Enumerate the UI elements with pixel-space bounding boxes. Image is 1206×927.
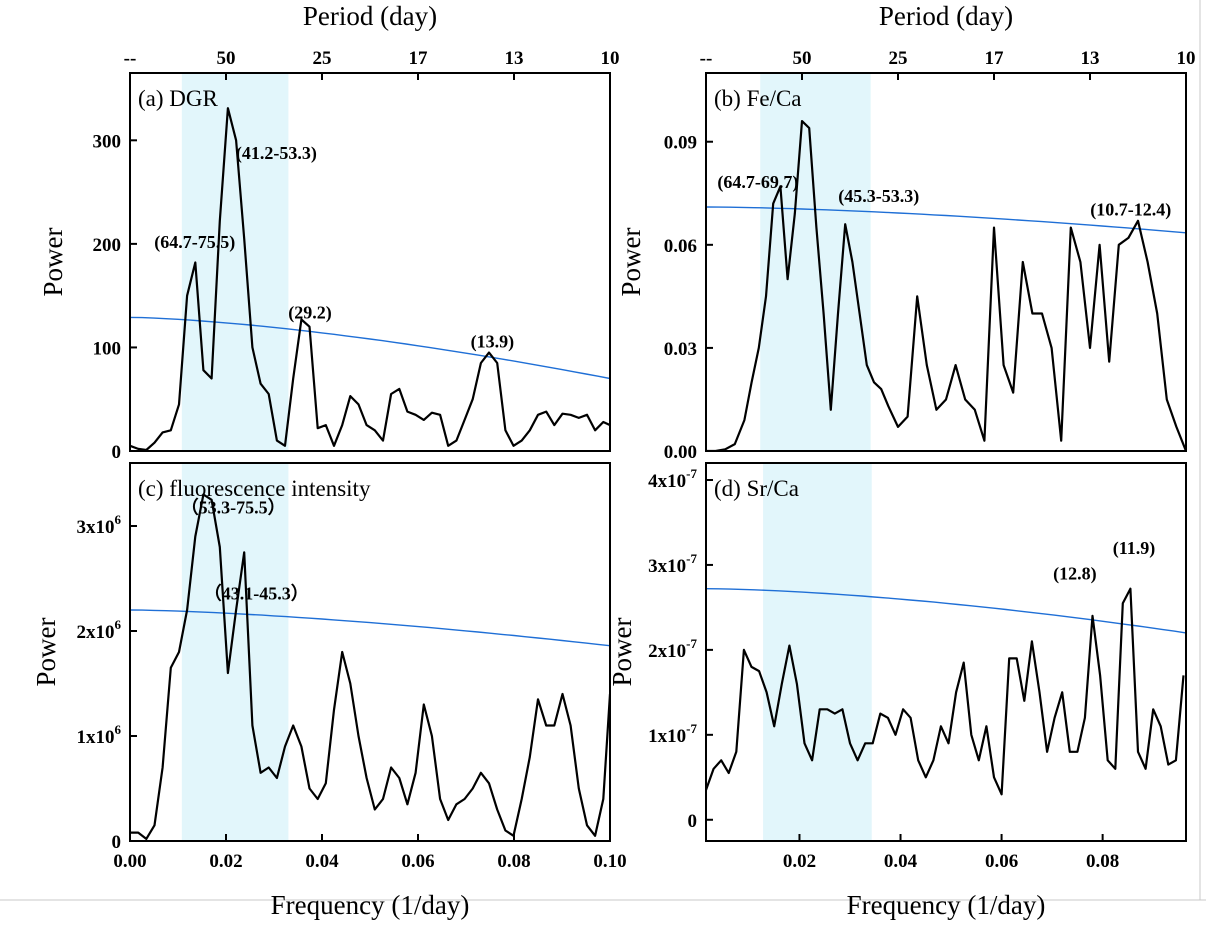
panel-b: 0.00 0.03 0.06 0.09 -- 50 25 17 13 10 Period (day)… (616, 1, 1196, 463)
panel-label: (c) fluorescence intensity (138, 476, 371, 501)
y-tick-label: 0 (112, 442, 122, 463)
period-tick-label: -- (124, 48, 137, 69)
panel-label: (a) DGR (138, 86, 218, 111)
period-tick-label: 25 (889, 48, 908, 69)
y-tick-label: 0.06 (664, 236, 697, 257)
x-tick-label: 0.04 (884, 851, 918, 872)
y-tick-label: 3x106 (77, 512, 122, 538)
significance-line (130, 316, 610, 380)
y-tick-label: 0.03 (664, 339, 697, 360)
top-axis-title: Period (day) (303, 1, 437, 31)
y-tick-label: 100 (93, 338, 122, 359)
panel-c: 0 1x106 2x106 3x106 0.00 0.02 0.04 0.06 0.08 0.10… (31, 462, 627, 920)
period-tick-label: 17 (985, 48, 1005, 69)
y-axis-title: Power (31, 618, 61, 687)
x-tick-label: 0.08 (497, 851, 530, 872)
x-tick-label: 0.04 (305, 851, 339, 872)
plot-frame (129, 72, 611, 452)
y-tick-label: 1x106 (77, 722, 122, 748)
x-tick-label: 0.08 (1086, 851, 1119, 872)
x-axis-title: Frequency (1/day) (271, 890, 470, 920)
x-tick-label: 0.02 (783, 851, 816, 872)
peak-annotation: (64.7-69.7) (717, 172, 798, 193)
y-tick-label: 0.00 (664, 442, 697, 463)
significance-line (706, 206, 1186, 234)
y-tick-label: 0 (112, 832, 122, 853)
top-axis-title: Period (day) (879, 1, 1013, 31)
peak-annotation: （43.1-45.3） (204, 584, 309, 604)
power-series-line (130, 493, 610, 841)
x-tick-label: 0.06 (401, 851, 434, 872)
y-tick-label: 3x10-7 (648, 551, 697, 577)
peak-annotation: (11.9) (1113, 538, 1156, 559)
significance-line (706, 588, 1186, 634)
x-tick-label: 0.10 (593, 851, 626, 872)
highlight-band (181, 73, 289, 451)
period-tick-label: 17 (409, 48, 429, 69)
plot-frame (705, 72, 1187, 452)
significance-line (130, 609, 610, 647)
x-tick-label: 0.06 (985, 851, 1018, 872)
y-tick-label: 0 (688, 811, 698, 832)
y-tick-label: 300 (93, 131, 122, 152)
peak-annotation: (12.8) (1053, 563, 1097, 584)
period-tick-label: 10 (601, 48, 620, 69)
period-tick-label: 50 (793, 48, 812, 69)
period-tick-label: 13 (1081, 48, 1100, 69)
y-tick-label: 0.09 (664, 133, 697, 154)
y-tick-label: 2x106 (77, 617, 122, 643)
x-axis-title: Frequency (1/day) (847, 890, 1046, 920)
period-tick-label: 25 (313, 48, 332, 69)
x-tick-label: 0.02 (209, 851, 242, 872)
peak-annotation: (10.7-12.4) (1090, 200, 1171, 221)
period-tick-label: 13 (505, 48, 524, 69)
power-series-line (130, 107, 610, 451)
x-tick-label: 0.00 (113, 851, 146, 872)
y-axis-title: Power (607, 618, 637, 687)
highlight-band (763, 463, 872, 841)
peak-annotation: (41.2-53.3) (236, 143, 317, 164)
y-axis-title: Power (38, 228, 68, 297)
panel-label: (b) Fe/Ca (714, 86, 802, 111)
period-tick-label: 10 (1177, 48, 1196, 69)
peak-annotation: (45.3-53.3) (838, 186, 919, 207)
period-tick-label: -- (700, 48, 713, 69)
panel-a: 0 100 200 300 -- 50 25 17 13 10 Period (day) Power (… (38, 1, 620, 463)
y-tick-label: 1x10-7 (648, 721, 697, 747)
peak-annotation: (29.2) (288, 302, 332, 323)
period-tick-label: 50 (217, 48, 236, 69)
plot-frame (705, 462, 1187, 842)
highlight-band (181, 463, 289, 841)
y-tick-label: 4x10-7 (648, 466, 697, 492)
peak-annotation: （53.3-75.5） (181, 497, 286, 517)
y-axis-title: Power (616, 228, 646, 297)
panel-d: 0 1x10-7 2x10-7 3x10-7 4x10-7 0.02 0.04 0.06 0.0… (607, 462, 1187, 920)
peak-annotation: (13.9) (471, 331, 515, 352)
power-series-line (706, 119, 1186, 451)
highlight-band (760, 73, 871, 451)
plot-frame (129, 462, 611, 842)
power-series-line (706, 587, 1185, 796)
panel-label: (d) Sr/Ca (714, 476, 799, 501)
y-tick-label: 200 (93, 235, 122, 256)
peak-annotation: (64.7-75.5) (154, 232, 235, 253)
y-tick-label: 2x10-7 (648, 636, 697, 662)
